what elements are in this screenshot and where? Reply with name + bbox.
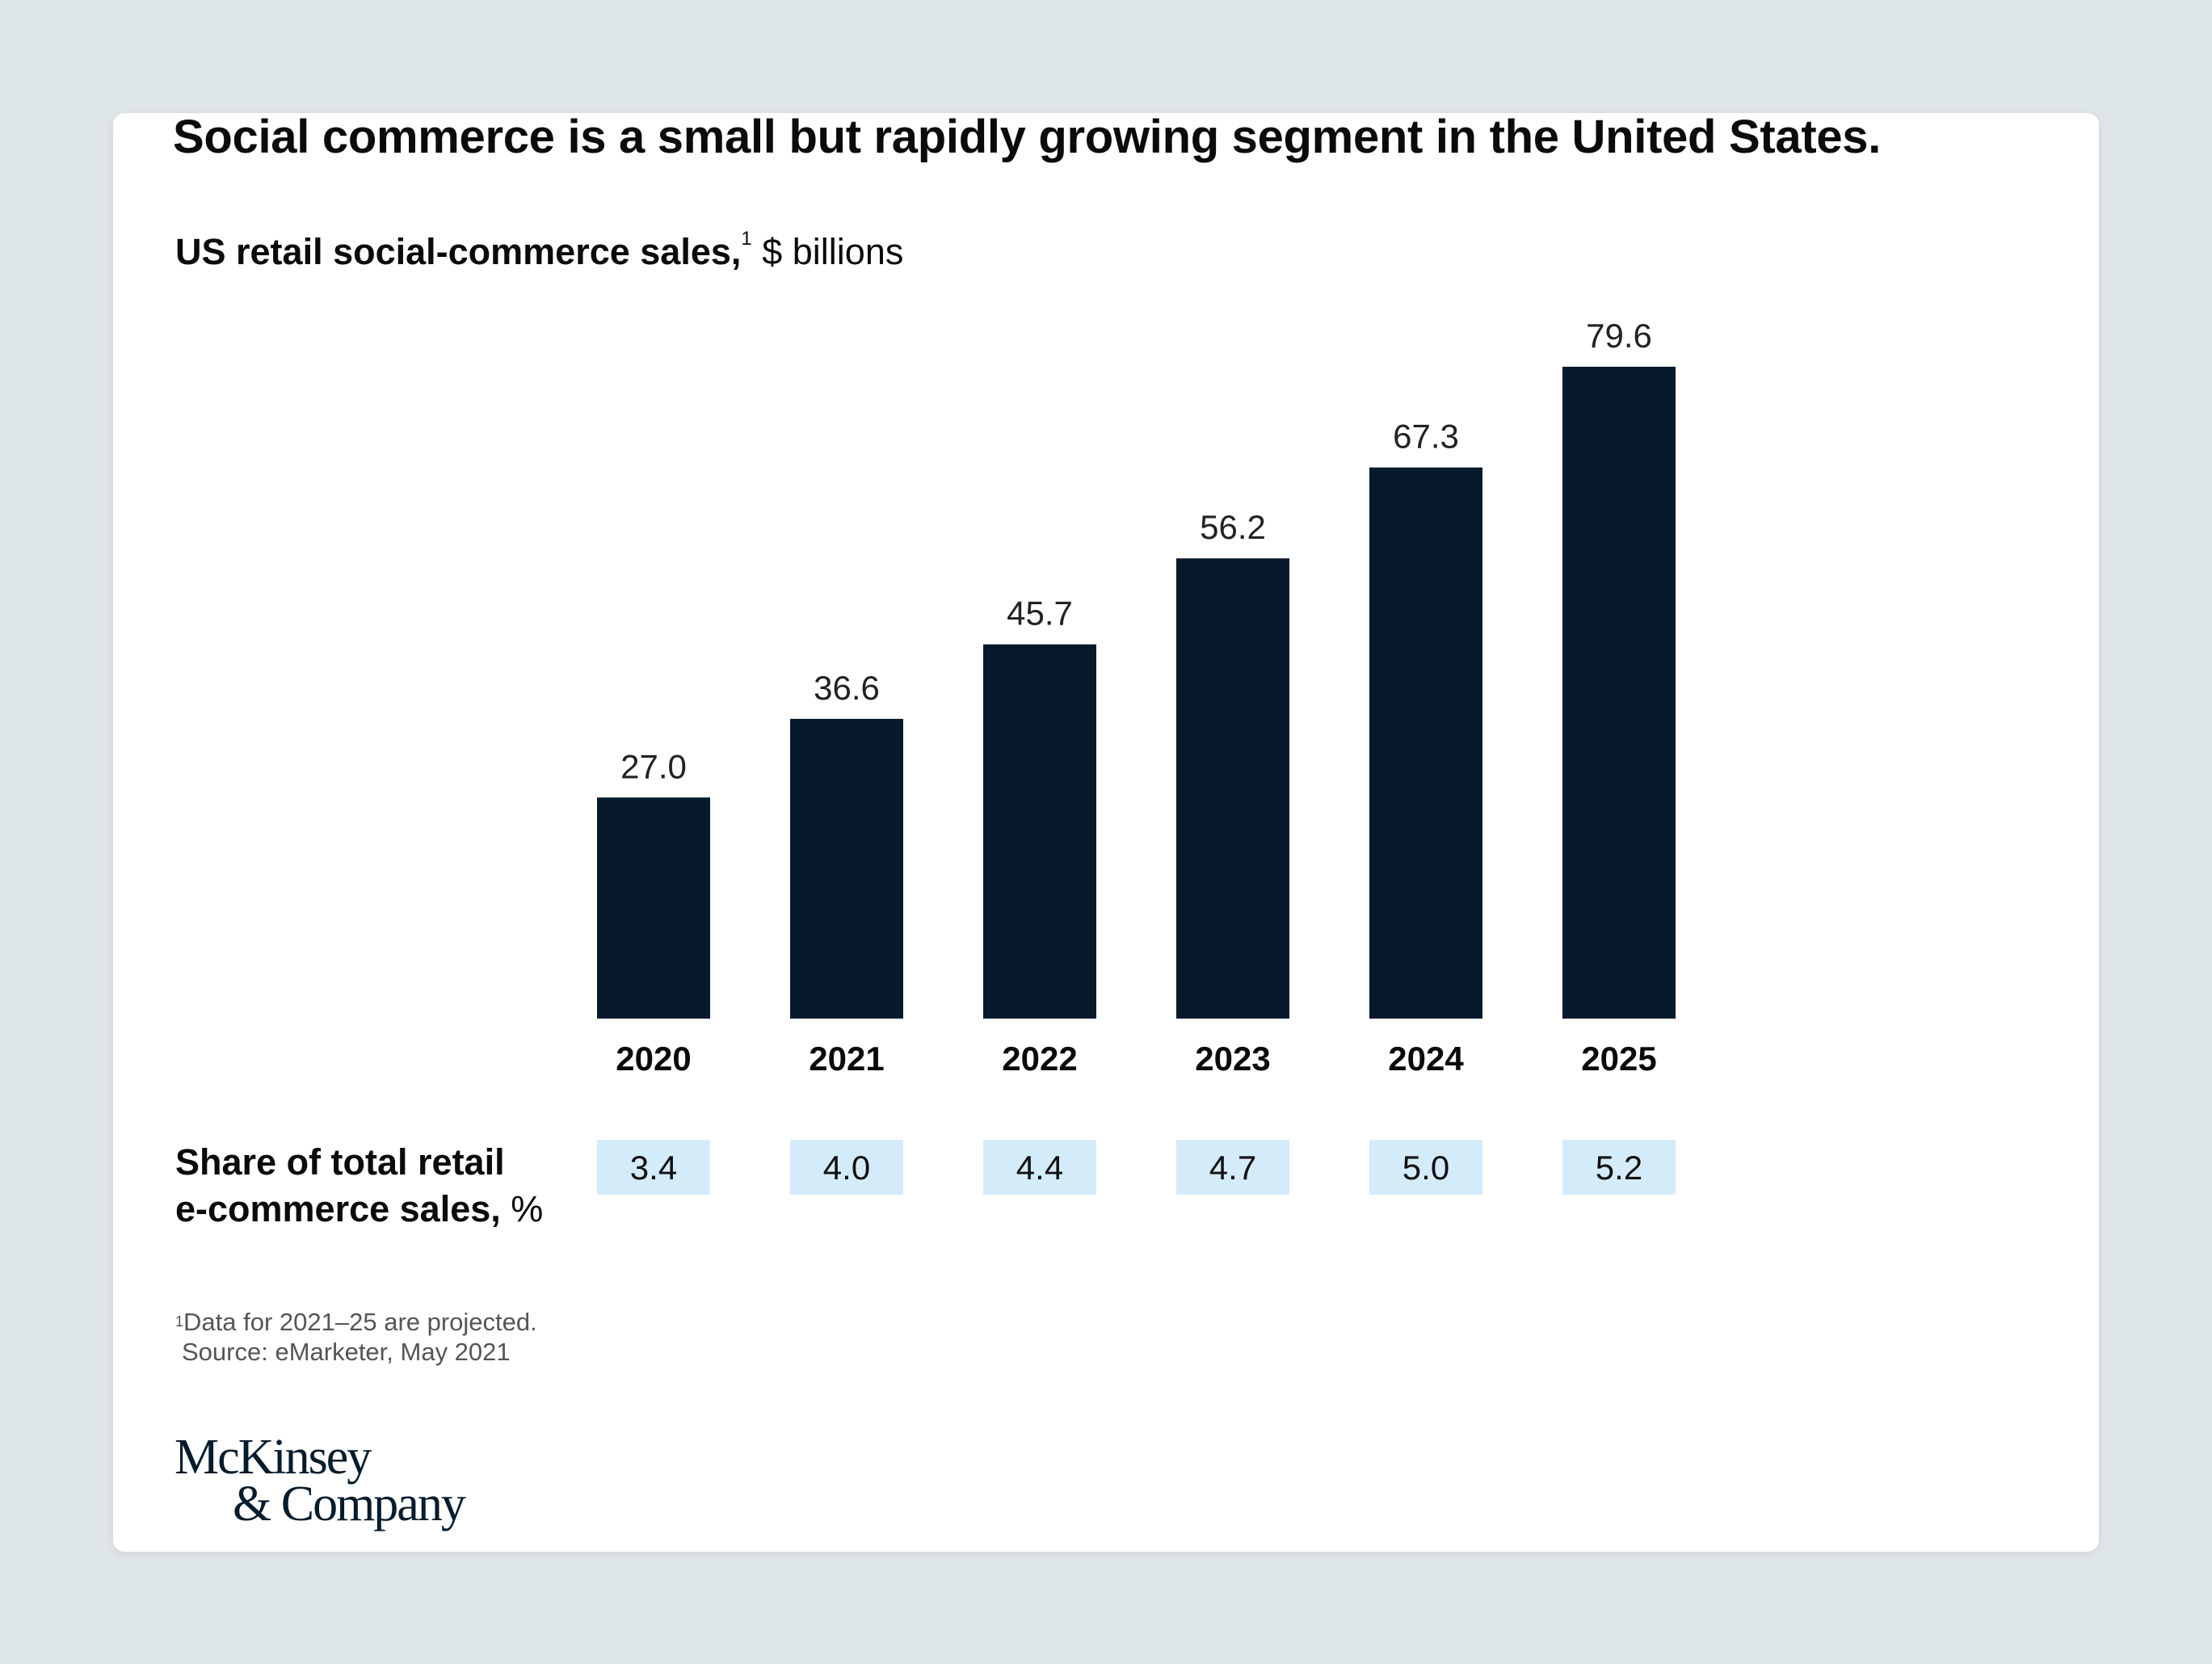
share-box-2022 xyxy=(983,1140,1096,1195)
share-value-2023: 4.7 xyxy=(1209,1149,1256,1187)
x-tick-label-2021: 2021 xyxy=(809,1040,884,1078)
bar-2021 xyxy=(790,718,903,1019)
bar-2022 xyxy=(983,644,1096,1019)
value-label-2023: 56.2 xyxy=(1200,508,1266,546)
value-label-2020: 27.0 xyxy=(620,747,687,785)
mckinsey-logo: McKinsey & Company xyxy=(175,1430,466,1532)
share-value-2021: 4.0 xyxy=(823,1149,870,1187)
value-label-2021: 36.6 xyxy=(814,669,880,707)
share-box-2023 xyxy=(1176,1140,1289,1195)
chart-subtitle: US retail social-commerce sales,1 $ bill… xyxy=(175,228,904,273)
share-label-unit: % xyxy=(500,1188,544,1229)
subtitle-unit: $ billions xyxy=(751,231,904,272)
bar-2024 xyxy=(1369,467,1482,1019)
bar-2023 xyxy=(1176,558,1289,1019)
share-value-2022: 4.4 xyxy=(1016,1149,1063,1187)
share-box-2025 xyxy=(1562,1140,1676,1195)
value-label-2025: 79.6 xyxy=(1586,317,1652,355)
chart-card xyxy=(113,113,2099,1552)
footnote-text: Data for 2021–25 are projected. xyxy=(183,1308,537,1336)
subtitle-footnote-mark: 1 xyxy=(741,228,752,250)
footnote-mark: 1 xyxy=(175,1313,184,1330)
footnote: 1Data for 2021–25 are projected. Source:… xyxy=(175,1307,537,1367)
logo-line1: McKinsey xyxy=(175,1430,372,1485)
x-tick-label-2022: 2022 xyxy=(1002,1040,1077,1078)
share-box-2024 xyxy=(1369,1140,1482,1195)
bar-2025 xyxy=(1562,367,1676,1019)
share-box-2020 xyxy=(597,1140,710,1195)
share-box-2021 xyxy=(790,1140,903,1195)
share-value-2020: 3.4 xyxy=(630,1149,677,1187)
value-label-2024: 67.3 xyxy=(1393,418,1459,456)
bar-2020 xyxy=(597,797,710,1019)
subtitle-main: US retail social-commerce sales, xyxy=(175,231,742,272)
share-label-line1: Share of total retail xyxy=(175,1141,505,1183)
share-value-2025: 5.2 xyxy=(1596,1149,1642,1187)
source-text: Source: eMarketer, May 2021 xyxy=(182,1338,511,1366)
x-tick-label-2024: 2024 xyxy=(1388,1040,1464,1078)
share-value-2024: 5.0 xyxy=(1402,1149,1449,1187)
logo-line2: & Company xyxy=(233,1477,466,1532)
value-label-2022: 45.7 xyxy=(1007,595,1073,632)
share-label: Share of total retail e-commerce sales, … xyxy=(175,1139,543,1233)
x-tick-label-2020: 2020 xyxy=(616,1040,691,1078)
share-label-line2: e-commerce sales, xyxy=(175,1188,501,1229)
x-tick-label-2025: 2025 xyxy=(1581,1040,1656,1078)
chart-title: Social commerce is a small but rapidly g… xyxy=(173,111,1882,163)
x-tick-label-2023: 2023 xyxy=(1195,1040,1270,1078)
